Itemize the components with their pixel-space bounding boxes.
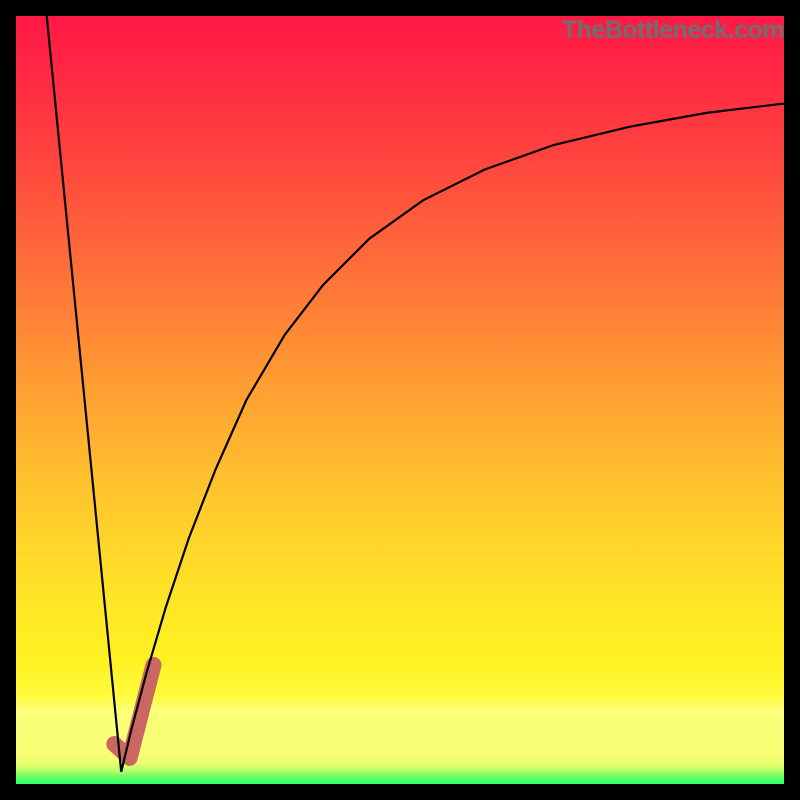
watermark-text: TheBottleneck.com <box>562 16 784 45</box>
right-growth-curve <box>121 104 784 772</box>
curve-layer <box>16 16 784 784</box>
marker-j-stroke <box>114 665 153 758</box>
left-descent-line <box>47 16 121 772</box>
plot-area: TheBottleneck.com <box>16 16 784 784</box>
bottleneck-chart: TheBottleneck.com <box>0 0 800 800</box>
